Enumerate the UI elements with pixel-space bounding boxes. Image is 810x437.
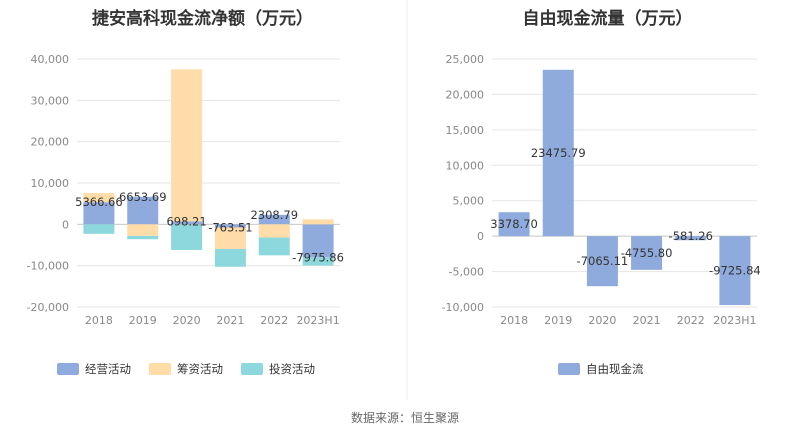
- legend-label-筹资活动: 筹资活动: [177, 362, 223, 376]
- bar-自由现金流-2022: [675, 236, 707, 241]
- x-tick-label: 2019: [129, 314, 157, 327]
- x-tick-label: 2022: [677, 314, 705, 327]
- y-tick-label: 25,000: [446, 53, 485, 66]
- y-tick-label: 10,000: [31, 177, 70, 190]
- legend-swatch-投资活动: [241, 363, 263, 375]
- data-label-2023H1: -9725.84: [709, 264, 761, 278]
- bar-筹资活动-2022: [258, 224, 290, 238]
- bar-经营活动-2021: [214, 224, 246, 228]
- bar-经营活动-2023H1: [302, 224, 334, 258]
- data-label-2019: 6653.69: [119, 190, 167, 204]
- right-chart-title: 自由现金流量（万元）: [522, 9, 693, 29]
- x-tick-label: 2020: [588, 314, 616, 327]
- y-tick-label: 15,000: [446, 124, 485, 137]
- y-tick-label: 30,000: [31, 94, 70, 107]
- data-label-2023H1: -7975.86: [292, 250, 344, 264]
- bar-自由现金流-2021: [631, 236, 663, 270]
- legend-swatch-经营活动: [57, 363, 79, 375]
- data-label-2022: 2308.79: [250, 208, 298, 222]
- left-chart-title: 捷安高科现金流净额（万元）: [92, 9, 313, 29]
- bar-自由现金流-2019: [542, 69, 574, 237]
- data-label-2019: 23475.79: [531, 146, 586, 160]
- y-tick-label: 0: [477, 230, 484, 243]
- bar-筹资活动-2018: [83, 193, 115, 203]
- data-label-2022: -581.26: [669, 229, 713, 243]
- data-label-2018: 3378.70: [490, 217, 538, 231]
- y-tick-label: 5,000: [453, 195, 485, 208]
- x-tick-label: 2018: [500, 314, 528, 327]
- y-tick-label: 10,000: [446, 159, 485, 172]
- y-tick-label: -5,000: [449, 266, 484, 279]
- legend-label-自由现金流: 自由现金流: [586, 362, 644, 376]
- data-source-footer: 数据来源：恒生聚源: [350, 411, 459, 425]
- y-tick-label: -10,000: [27, 260, 69, 273]
- y-tick-label: -20,000: [27, 301, 69, 314]
- bar-筹资活动-2019: [127, 224, 159, 236]
- y-tick-label: 20,000: [446, 88, 485, 101]
- legend-swatch-筹资活动: [149, 363, 171, 375]
- data-label-2018: 5366.66: [75, 195, 123, 209]
- x-tick-label: 2019: [544, 314, 572, 327]
- bar-投资活动-2019: [127, 235, 159, 240]
- legend-label-经营活动: 经营活动: [85, 362, 131, 376]
- bar-经营活动-2018: [83, 202, 115, 225]
- bar-筹资活动-2020: [171, 69, 203, 222]
- bar-经营活动-2019: [127, 196, 159, 225]
- x-tick-label: 2021: [633, 314, 661, 327]
- bar-自由现金流-2023H1: [719, 236, 751, 306]
- data-label-2020: 698.21: [166, 214, 206, 228]
- bar-筹资活动-2021: [214, 227, 246, 249]
- data-label-2020: -7065.11: [577, 254, 629, 268]
- y-tick-label: -10,000: [442, 301, 484, 314]
- x-tick-label: 2023H1: [296, 314, 339, 327]
- bar-自由现金流-2020: [586, 236, 618, 287]
- bar-投资活动-2020: [171, 224, 203, 250]
- bar-筹资活动-2023H1: [302, 219, 334, 225]
- free-cashflow-chart: -10,000 -5,000 0 5,000 10,000 15,000 20,000 25,…: [442, 53, 761, 376]
- bar-自由现金流-2018: [498, 212, 530, 237]
- bar-经营活动-2020: [171, 221, 203, 225]
- bar-投资活动-2018: [83, 224, 115, 234]
- bar-投资活动-2022: [258, 237, 290, 256]
- x-tick-label: 2022: [260, 314, 288, 327]
- y-tick-label: 0: [62, 218, 69, 231]
- bar-投资活动-2023H1: [302, 257, 334, 266]
- y-tick-label: 40,000: [31, 53, 70, 66]
- x-tick-label: 2021: [216, 314, 244, 327]
- x-tick-label: 2018: [85, 314, 113, 327]
- y-tick-label: 20,000: [31, 136, 70, 149]
- x-tick-label: 2020: [173, 314, 201, 327]
- legend-swatch-自由现金流: [558, 363, 580, 375]
- bar-经营活动-2022: [258, 214, 290, 225]
- cashflow-net-chart: -20,000 -10,000 0 10,000 20,000 30,000 40,000 2…: [27, 53, 344, 376]
- bar-投资活动-2021: [214, 248, 246, 267]
- legend-label-投资活动: 投资活动: [269, 362, 315, 376]
- x-tick-label: 2023H1: [713, 314, 756, 327]
- data-label-2021: -4755.80: [621, 246, 673, 260]
- data-label-2021: -763.51: [208, 220, 252, 234]
